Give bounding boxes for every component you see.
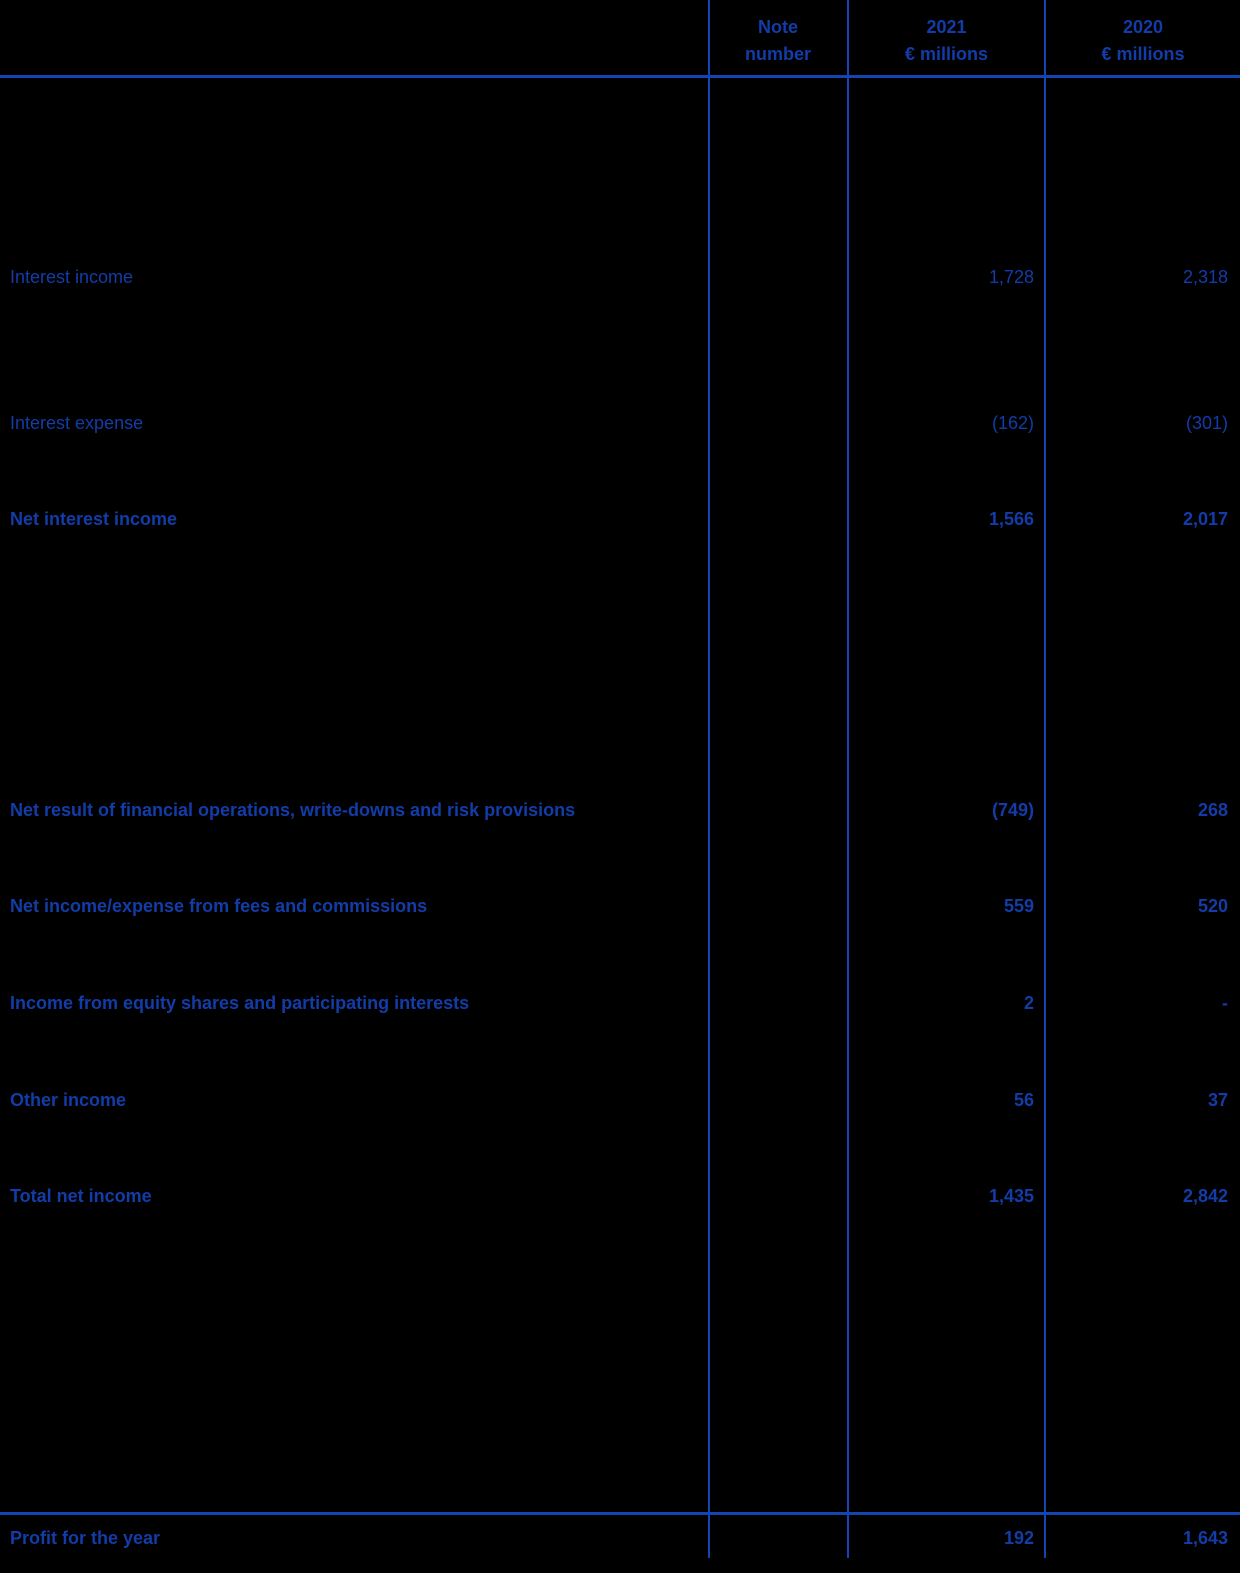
- column-header-note-line1: Note: [758, 17, 798, 37]
- value-2020: 37: [1207, 1090, 1228, 1110]
- row-label: Income from equity shares and participat…: [10, 993, 470, 1013]
- row-label: Other income: [10, 1090, 127, 1110]
- column-header-note-line2: number: [744, 44, 811, 64]
- column-header-2021: 2021 € millions: [849, 14, 1044, 68]
- value-2021: 1,435: [988, 1186, 1034, 1206]
- column-divider-2020: [1044, 0, 1046, 1558]
- total-divider-line: [0, 1512, 1240, 1515]
- value-2020: 2,017: [1182, 509, 1228, 529]
- column-divider-note: [708, 0, 710, 1558]
- header-divider-line: [0, 75, 1240, 78]
- value-2021: 56: [1013, 1090, 1034, 1110]
- row-label: Interest income: [10, 267, 134, 287]
- row-label: Net interest income: [10, 509, 178, 529]
- value-2021: 2: [1023, 993, 1034, 1013]
- row-label: Interest expense: [10, 413, 144, 433]
- table-row: Net interest income 1,566 2,017: [0, 506, 1240, 532]
- row-label: Net result of financial operations, writ…: [10, 800, 576, 820]
- column-header-2021-unit: € millions: [904, 44, 989, 64]
- value-2021: 192: [1003, 1528, 1034, 1548]
- table-row: Other income 56 37: [0, 1087, 1240, 1113]
- column-header-2021-year: 2021: [926, 17, 967, 37]
- value-2020: (301): [1185, 413, 1228, 433]
- value-2020: 1,643: [1182, 1528, 1228, 1548]
- value-2021: 559: [1003, 896, 1034, 916]
- table-row: Income from equity shares and participat…: [0, 990, 1240, 1016]
- value-2020: 520: [1197, 896, 1228, 916]
- row-label: Total net income: [10, 1186, 152, 1206]
- table-row: Net income/expense from fees and commiss…: [0, 893, 1240, 919]
- row-label: Net income/expense from fees and commiss…: [10, 896, 428, 916]
- value-2021: 1,728: [988, 267, 1034, 287]
- value-2020: -: [1222, 993, 1228, 1013]
- value-2021: 1,566: [988, 509, 1034, 529]
- column-header-2020-unit: € millions: [1101, 44, 1185, 64]
- table-row: Profit for the year 192 1,643: [0, 1525, 1240, 1551]
- table-row: Interest expense (162) (301): [0, 410, 1240, 436]
- column-divider-2021: [847, 0, 849, 1558]
- value-2021: (749): [991, 800, 1034, 820]
- row-label: Profit for the year: [10, 1528, 161, 1548]
- table-row: Net result of financial operations, writ…: [0, 797, 1240, 823]
- column-header-2020: 2020 € millions: [1046, 14, 1240, 68]
- table-row: Total net income 1,435 2,842: [0, 1183, 1240, 1209]
- value-2020: 268: [1197, 800, 1228, 820]
- value-2020: 2,318: [1182, 267, 1228, 287]
- table-row: Interest income 1,728 2,318: [0, 264, 1240, 290]
- column-header-note: Note number: [710, 14, 846, 68]
- value-2021: (162): [991, 413, 1034, 433]
- column-header-2020-year: 2020: [1122, 17, 1164, 37]
- value-2020: 2,842: [1182, 1186, 1228, 1206]
